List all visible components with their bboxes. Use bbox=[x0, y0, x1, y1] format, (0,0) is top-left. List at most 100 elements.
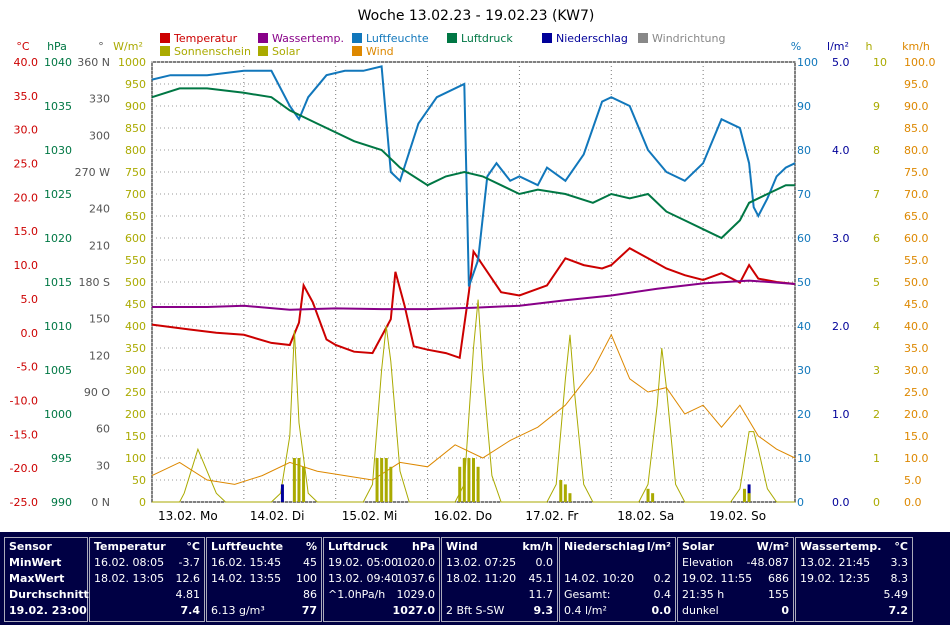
axis-tick-solar: 650 bbox=[125, 210, 146, 223]
summary-value: 1020.0 bbox=[396, 556, 436, 569]
summary-header-unit: °C bbox=[186, 540, 200, 553]
summary-row: 1027.0 bbox=[328, 604, 435, 618]
axis-tick-solar: 150 bbox=[125, 430, 146, 443]
axis-tick-direction: 90 O bbox=[84, 386, 110, 399]
axis-tick-pressure: 1035 bbox=[44, 100, 72, 113]
axis-tick-pressure: 1000 bbox=[44, 408, 72, 421]
axis-tick-solar: 450 bbox=[125, 298, 146, 311]
bar-sonnenschein bbox=[747, 493, 751, 502]
summary-row: Durchschnitt bbox=[9, 588, 89, 602]
summary-row: 7.2 bbox=[800, 604, 909, 618]
legend-label: Luftdruck bbox=[461, 32, 513, 45]
summary-row: Elevation -48.087 bbox=[682, 556, 789, 570]
axis-tick-wind: 90.0 bbox=[904, 100, 929, 113]
axis-tick-pressure: 1005 bbox=[44, 364, 72, 377]
summary-row: 18.02. 11:20 45.1 bbox=[446, 572, 553, 586]
summary-value: 45.1 bbox=[528, 572, 554, 585]
summary-header: Luftfeuchte% bbox=[211, 540, 317, 554]
axis-tick-wind: 50.0 bbox=[904, 276, 929, 289]
summary-row: 86 bbox=[211, 588, 317, 602]
x-axis-label: 14.02. Di bbox=[250, 509, 305, 523]
chart-grid bbox=[151, 61, 796, 503]
axis-tick-sun: 9 bbox=[873, 100, 880, 113]
axis-tick-rain: 5.0 bbox=[832, 56, 850, 69]
line-luftfeuchte bbox=[151, 65, 796, 287]
bar-sonnenschein bbox=[559, 480, 563, 502]
axis-tick-rain: 2.0 bbox=[832, 320, 850, 333]
axis-tick-wind: 70.0 bbox=[904, 188, 929, 201]
summary-detail: dunkel bbox=[682, 604, 719, 617]
summary-value: 1037.6 bbox=[396, 572, 436, 585]
summary-value: 0.0 bbox=[535, 556, 554, 569]
axis-tick-sun: 6 bbox=[873, 232, 880, 245]
summary-row: 6.13 g/m³ 77 bbox=[211, 604, 317, 618]
bar-sonnenschein bbox=[458, 466, 462, 502]
axis-tick-temp: -20.0 bbox=[10, 462, 38, 475]
summary-detail: 14.02. 13:55 bbox=[211, 572, 282, 585]
summary-temperatur: Temperatur °C 16.02. 08:05 -3.7 18.02. 13:05… bbox=[89, 537, 205, 622]
axis-tick-temp: 30.0 bbox=[14, 124, 39, 137]
x-axis-label: 18.02. Sa bbox=[617, 509, 674, 523]
summary-detail: 6.13 g/m³ bbox=[211, 604, 265, 617]
axis-tick-solar: 550 bbox=[125, 254, 146, 267]
summary-header-unit: l/m² bbox=[646, 540, 671, 553]
summary-value: 1029.0 bbox=[396, 588, 436, 601]
bar-sonnenschein bbox=[462, 458, 466, 502]
axis-tick-humidity: 70 bbox=[797, 188, 811, 201]
summary-detail: 13.02. 07:25 bbox=[446, 556, 517, 569]
summary-row: ^1.0hPa/h 1029.0 bbox=[328, 588, 435, 602]
axis-tick-rain: 0.0 bbox=[832, 496, 850, 509]
legend-swatch bbox=[638, 33, 648, 43]
legend-swatch bbox=[447, 33, 457, 43]
summary-row: 19.02. 11:55 686 bbox=[682, 572, 789, 586]
summary-value: 0 bbox=[781, 604, 789, 617]
axis-unit-rain: l/m² bbox=[827, 40, 849, 53]
axis-tick-sun: 5 bbox=[873, 276, 880, 289]
axis-tick-pressure: 1040 bbox=[44, 56, 72, 69]
summary-header-label: Wind bbox=[446, 540, 478, 553]
summary-detail: Gesamt: bbox=[564, 588, 611, 601]
summary-header-label: Sensor bbox=[9, 540, 52, 553]
axis-tick-direction: 120 bbox=[89, 349, 110, 362]
summary-value: -3.7 bbox=[178, 556, 200, 569]
axis-tick-solar: 600 bbox=[125, 232, 146, 245]
summary-value: 1027.0 bbox=[392, 604, 435, 617]
summary-value: 11.7 bbox=[528, 588, 554, 601]
axis-tick-direction: 0 N bbox=[91, 496, 110, 509]
axis-tick-wind: 0.0 bbox=[904, 496, 922, 509]
bar-sonnenschein bbox=[472, 458, 475, 502]
x-axis-label: 17.02. Fr bbox=[525, 509, 578, 523]
axis-tick-humidity: 50 bbox=[797, 276, 811, 289]
summary-label: 19.02. 23:00 bbox=[9, 604, 87, 617]
summary-header: Niederschlag l/m² bbox=[564, 540, 671, 554]
summary-niederschlag: Niederschlag l/m² 14.02. 10:20 0.2 Gesamt: 0.… bbox=[559, 537, 676, 622]
summary-detail: 18.02. 13:05 bbox=[94, 572, 165, 585]
axis-tick-wind: 75.0 bbox=[904, 166, 929, 179]
axis-tick-wind: 40.0 bbox=[904, 320, 929, 333]
summary-detail: 19.02. 05:00 bbox=[328, 556, 399, 569]
axis-tick-solar: 850 bbox=[125, 122, 146, 135]
axis-unit-direction: ° bbox=[98, 40, 104, 53]
summary-header: Sensor bbox=[9, 540, 83, 554]
summary-solar: Solar W/m² Elevation -48.087 19.02. 11:55 686… bbox=[677, 537, 794, 622]
axis-tick-direction: 270 W bbox=[75, 166, 110, 179]
axis-tick-solar: 50 bbox=[132, 474, 146, 487]
legend-label: Sonnenschein bbox=[174, 45, 251, 58]
bar-sonnenschein bbox=[389, 466, 393, 502]
axis-tick-temp: -10.0 bbox=[10, 394, 38, 407]
summary-value: 86 bbox=[303, 588, 317, 601]
axis-tick-solar: 800 bbox=[125, 144, 146, 157]
summary-header-label: Niederschlag bbox=[564, 540, 646, 553]
summary-value: 12.6 bbox=[175, 572, 201, 585]
summary-row: 5.49 bbox=[800, 588, 909, 602]
summary-value: 9.3 bbox=[533, 604, 554, 617]
axis-tick-solar: 900 bbox=[125, 100, 146, 113]
axis-tick-wind: 15.0 bbox=[904, 430, 929, 443]
axis-tick-sun: 8 bbox=[873, 144, 880, 157]
summary-detail: 0.4 l/m² bbox=[564, 604, 607, 617]
legend-label: Luftfeuchte bbox=[366, 32, 429, 45]
axis-tick-direction: 150 bbox=[89, 313, 110, 326]
axis-tick-pressure: 1025 bbox=[44, 188, 72, 201]
legend-label: Wassertemp. bbox=[272, 32, 344, 45]
line-temperatur bbox=[151, 246, 796, 360]
